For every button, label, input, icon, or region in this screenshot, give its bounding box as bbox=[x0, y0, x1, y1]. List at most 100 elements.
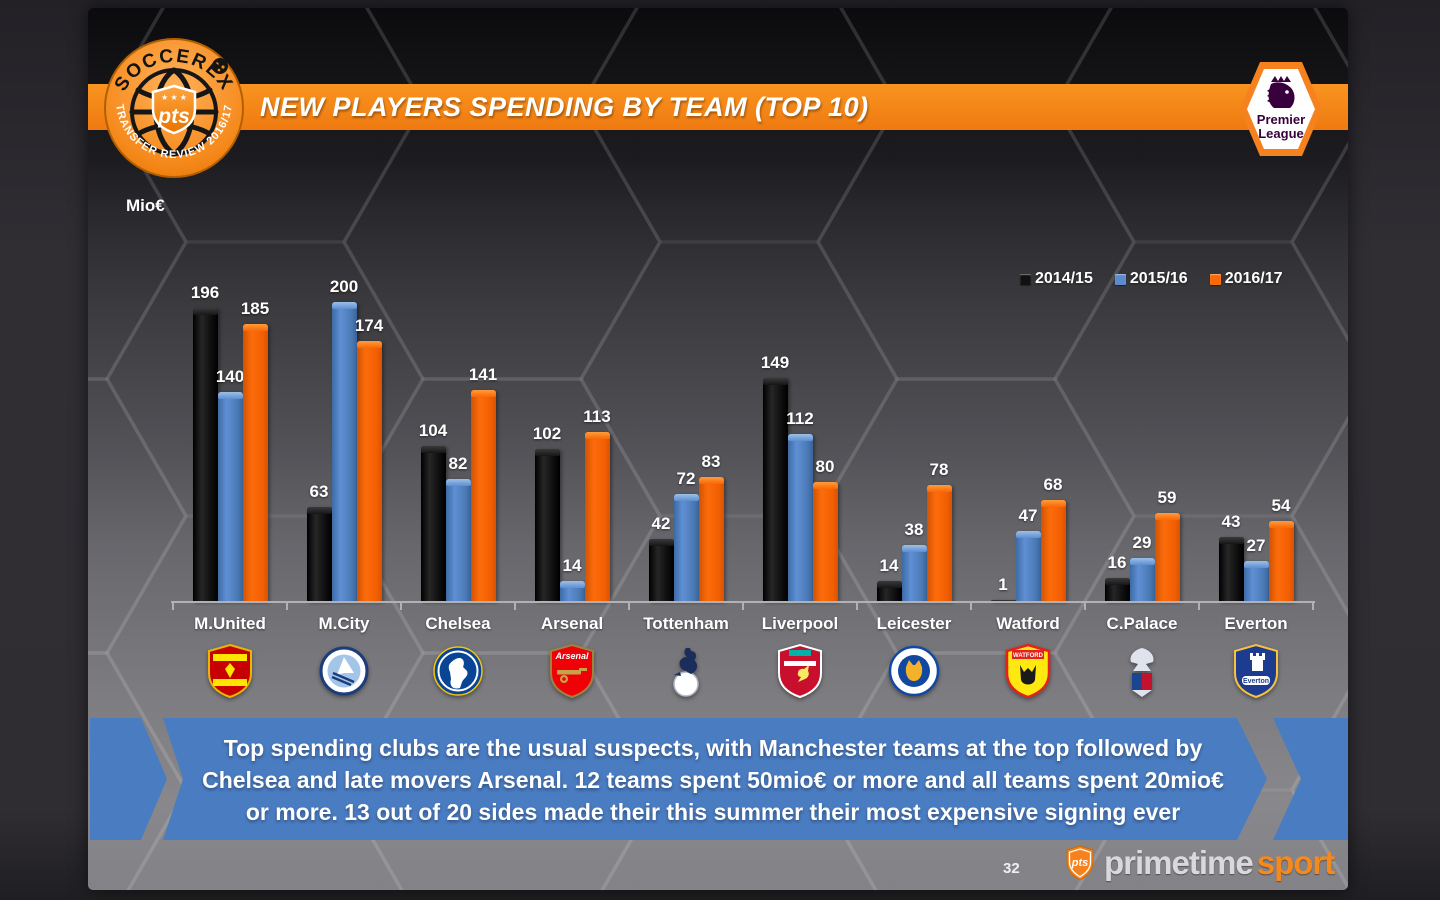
bar-2015-16-m-city: 200 bbox=[330, 277, 358, 602]
primetimesport-logo: pts primetime sport bbox=[1064, 840, 1335, 886]
bar-2014-15-arsenal: 102 bbox=[533, 424, 561, 602]
value-label: 78 bbox=[929, 460, 949, 479]
value-label: 14 bbox=[879, 556, 899, 575]
bar-2016-17-arsenal: 113 bbox=[583, 407, 611, 602]
value-label: 42 bbox=[651, 514, 671, 533]
value-label: 102 bbox=[532, 424, 562, 443]
chart-legend: 2014/15 2015/16 2016/17 bbox=[1020, 270, 1283, 288]
bar-group-chelsea: 104 82 141 bbox=[401, 262, 515, 602]
page-number: 32 bbox=[1003, 860, 1020, 877]
axis-tick bbox=[1084, 603, 1086, 610]
bar-2015-16-leicester: 38 bbox=[901, 520, 927, 602]
team-label-watford: Watford bbox=[996, 614, 1060, 633]
legend-label: 2016/17 bbox=[1224, 270, 1283, 287]
team-label-tottenham: Tottenham bbox=[643, 614, 729, 633]
bar-group-tottenham: 42 72 83 bbox=[629, 262, 743, 602]
slide-title: NEW PLAYERS SPENDING BY TEAM (TOP 10) bbox=[260, 92, 869, 122]
bar-2014-15-chelsea: 104 bbox=[419, 421, 447, 602]
bar-2014-15-leicester: 14 bbox=[876, 556, 902, 602]
banner-right-chevron bbox=[1273, 718, 1348, 840]
value-label: 68 bbox=[1043, 475, 1063, 494]
axis-tick bbox=[742, 603, 744, 610]
bar-2015-16-c-palace: 29 bbox=[1129, 533, 1155, 602]
bar-chart: 196 140 185 63 200 174 104 82 141 102 14 113 42 72 83 1… bbox=[173, 262, 1313, 602]
value-label: 141 bbox=[468, 365, 498, 384]
value-label: 47 bbox=[1018, 506, 1038, 525]
value-label: 82 bbox=[448, 454, 468, 473]
bar-2015-16-chelsea: 82 bbox=[445, 454, 471, 602]
team-label-chelsea: Chelsea bbox=[425, 614, 491, 633]
pts-shield-icon bbox=[151, 84, 197, 135]
badge-shield-text: pts bbox=[157, 105, 190, 128]
value-label: 54 bbox=[1271, 496, 1291, 515]
team-label-liverpool: Liverpool bbox=[761, 614, 839, 633]
axis-tick bbox=[1312, 603, 1314, 610]
team-label-m-city: M.City bbox=[318, 614, 370, 633]
banner-text-line2: Chelsea and late movers Arsenal. 12 team… bbox=[202, 767, 1224, 793]
value-label: 149 bbox=[760, 353, 790, 372]
legend-item-2016-17: 2016/17 bbox=[1209, 270, 1283, 288]
bar-group-m-united: 196 140 185 bbox=[173, 262, 287, 602]
legend-label: 2014/15 bbox=[1035, 270, 1093, 287]
bar-group-watford: 1 47 68 bbox=[971, 262, 1085, 602]
crest-leicester bbox=[857, 642, 971, 700]
team-label-everton: Everton bbox=[1224, 614, 1288, 633]
value-label: 43 bbox=[1221, 512, 1241, 531]
svg-text:WATFORD: WATFORD bbox=[1013, 653, 1044, 659]
bar-group-arsenal: 102 14 113 bbox=[515, 262, 629, 602]
bar-2016-17-everton: 54 bbox=[1268, 496, 1294, 602]
axis-tick bbox=[400, 603, 402, 610]
crest-chelsea bbox=[401, 642, 515, 700]
axis-tick bbox=[856, 603, 858, 610]
legend-item-2014-15: 2014/15 bbox=[1020, 270, 1093, 288]
legend-swatch bbox=[1020, 273, 1031, 285]
bar-2016-17-leicester: 78 bbox=[926, 460, 952, 602]
bar-2015-16-arsenal: 14 bbox=[559, 556, 585, 602]
team-labels-row: M.United M.City Chelsea Arsenal Tottenham Liv… bbox=[173, 614, 1313, 634]
svg-text:Everton: Everton bbox=[1243, 678, 1269, 685]
value-label: 112 bbox=[786, 409, 814, 428]
bar-group-liverpool: 149 112 80 bbox=[743, 262, 857, 602]
crest-liverpool bbox=[743, 642, 857, 700]
value-label: 200 bbox=[329, 277, 359, 296]
badge-stars: ★ ★ ★ bbox=[161, 93, 187, 102]
bar-group-leicester: 14 38 78 bbox=[857, 262, 971, 602]
legend-swatch bbox=[1114, 273, 1126, 285]
bar-2016-17-tottenham: 83 bbox=[698, 452, 724, 602]
bar-2015-16-m-united: 140 bbox=[216, 367, 244, 602]
summary-banner: Top spending clubs are the usual suspect… bbox=[88, 718, 1348, 840]
pl-text-line2: League bbox=[1258, 126, 1304, 141]
bar-group-m-city: 63 200 174 bbox=[287, 262, 401, 602]
bar-2014-15-tottenham: 42 bbox=[648, 514, 674, 602]
value-label: 113 bbox=[583, 407, 611, 426]
lion-icon bbox=[1267, 76, 1295, 108]
bar-2014-15-liverpool: 149 bbox=[761, 353, 789, 602]
value-label: 38 bbox=[904, 520, 924, 539]
value-label: 29 bbox=[1132, 533, 1152, 552]
banner-text-line1: Top spending clubs are the usual suspect… bbox=[223, 735, 1203, 761]
banner-text-line3: or more. 13 out of 20 sides made their t… bbox=[245, 799, 1181, 825]
value-label: 63 bbox=[309, 482, 329, 501]
bar-2016-17-chelsea: 141 bbox=[469, 365, 497, 602]
bar-2016-17-m-city: 174 bbox=[355, 316, 383, 602]
axis-tick bbox=[1198, 603, 1200, 610]
axis-unit-label: Mio€ bbox=[126, 196, 165, 215]
bar-2016-17-liverpool: 80 bbox=[812, 457, 838, 602]
svg-text:Arsenal: Arsenal bbox=[554, 651, 589, 661]
crest-everton: Everton bbox=[1199, 642, 1313, 700]
bar-2015-16-watford: 47 bbox=[1015, 506, 1041, 602]
bar-2015-16-everton: 27 bbox=[1243, 536, 1269, 602]
crest-arsenal: Arsenal bbox=[515, 642, 629, 700]
premier-league-badge: Premier League bbox=[1238, 60, 1324, 158]
value-label: 83 bbox=[701, 452, 721, 471]
bar-2016-17-watford: 68 bbox=[1040, 475, 1066, 602]
axis-tick bbox=[628, 603, 630, 610]
banner-main-ribbon bbox=[163, 718, 1267, 840]
logo-word-sport: sport bbox=[1256, 844, 1335, 881]
hexagon-inner bbox=[1247, 69, 1315, 149]
banner-left-chevron bbox=[90, 718, 167, 840]
bar-2016-17-c-palace: 59 bbox=[1154, 488, 1180, 602]
team-crests-row: Arsenal WATFORD bbox=[173, 642, 1313, 700]
legend-label: 2015/16 bbox=[1129, 270, 1188, 287]
value-label: 104 bbox=[418, 421, 448, 440]
